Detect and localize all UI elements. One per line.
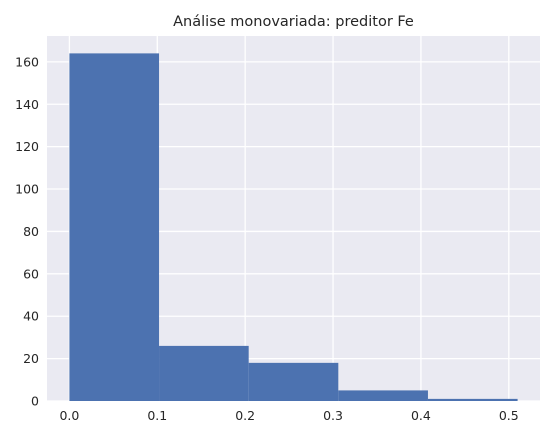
x-axis-tick-labels: 0.0 0.1 0.2 0.3 0.4 0.5 [59,408,518,423]
chart-title: Análise monovariada: preditor Fe [173,14,414,30]
histogram-bar [159,345,249,401]
histogram-bar [248,362,339,401]
y-axis-tick-labels: 0 20 40 60 80 100 120 140 160 [15,54,39,408]
y-tick-label: 80 [23,224,39,239]
y-tick-label: 120 [15,139,39,154]
x-tick-label: 0.4 [411,408,431,423]
histogram-bar [427,398,518,401]
x-tick-label: 0.3 [323,408,343,423]
y-tick-label: 160 [15,54,39,69]
x-tick-label: 0.1 [147,408,167,423]
histogram-bars [69,53,518,401]
y-tick-label: 0 [31,394,39,409]
histogram-bar [69,53,160,401]
y-tick-label: 40 [23,309,39,324]
y-tick-label: 60 [23,266,39,281]
y-tick-label: 20 [23,351,39,366]
y-tick-label: 100 [15,182,39,197]
x-tick-label: 0.0 [59,408,79,423]
x-tick-label: 0.2 [235,408,255,423]
histogram-bar [338,390,428,401]
x-tick-label: 0.5 [499,408,519,423]
y-tick-label: 140 [15,97,39,112]
